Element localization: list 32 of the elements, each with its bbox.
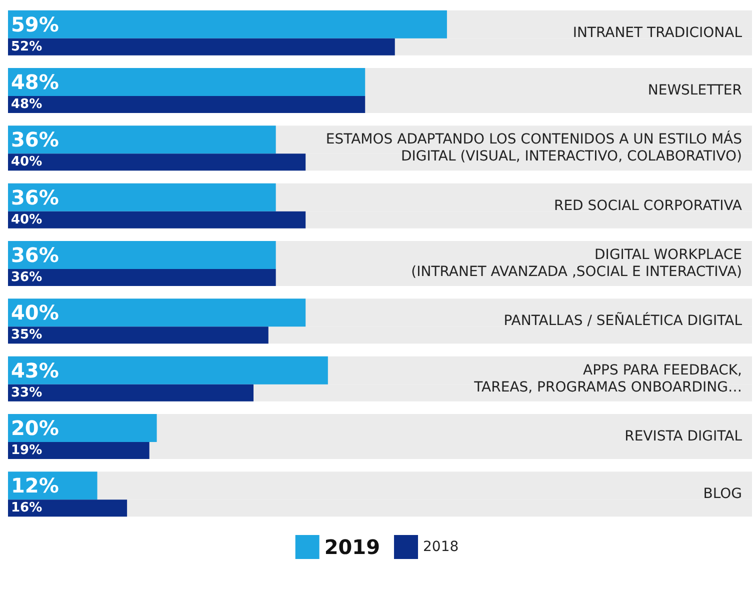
bar	[8, 442, 150, 459]
data-label: 40%	[11, 212, 42, 228]
data-label: 36%	[11, 185, 59, 210]
y-tick-label: INTRANET TRADICIONAL	[572, 24, 742, 41]
data-label: 36%	[11, 128, 59, 152]
data-label: 36%	[11, 270, 42, 285]
legend-label: 2018	[423, 539, 459, 555]
data-label: 52%	[11, 39, 42, 54]
data-label: 48%	[11, 97, 42, 112]
legend-label: 2019	[324, 535, 380, 559]
data-label: 12%	[11, 474, 59, 498]
y-tick-label: PANTALLAS / SEÑALÉTICA DIGITAL	[504, 312, 742, 330]
data-label: 19%	[11, 443, 42, 458]
data-label: 33%	[11, 385, 42, 400]
data-label: 20%	[11, 416, 59, 440]
data-label: 59%	[11, 12, 59, 36]
y-tick-label: BLOG	[703, 486, 742, 502]
data-label: 36%	[11, 243, 59, 267]
data-label: 40%	[11, 300, 59, 325]
y-tick-label: REVISTA DIGITAL	[624, 428, 742, 444]
y-tick-label: NEWSLETTER	[648, 82, 742, 98]
y-tick-label: DIGITAL WORKPLACE (INTRANET AVANZADA ,SOCIAL E INTERACTIVA)	[411, 247, 742, 280]
y-tick-label: ESTAMOS ADAPTANDO LOS CONTENIDOS A UN ESTILO MÁS DIGITAL (VISUAL, INTERACTIVO, COLABORATIVO)	[326, 130, 742, 165]
data-label: 35%	[11, 328, 42, 343]
bar	[8, 414, 157, 442]
bar	[8, 500, 128, 517]
data-label: 16%	[11, 500, 42, 516]
data-label: 48%	[11, 70, 59, 94]
data-label: 40%	[11, 154, 42, 170]
y-tick-label: RED SOCIAL CORPORATIVA	[554, 198, 742, 214]
y-tick-label: APPS PARA FEEDBACK, TAREAS, PROGRAMAS ONBOARDING…	[473, 362, 742, 396]
data-label: 43%	[11, 358, 59, 382]
